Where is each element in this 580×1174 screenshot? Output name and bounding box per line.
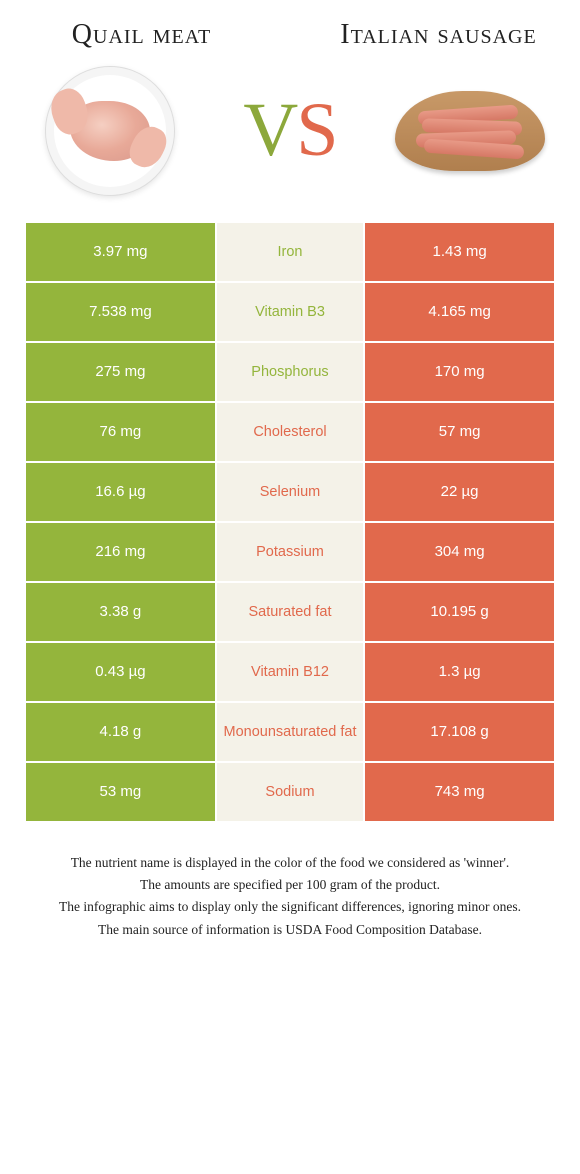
nutrient-name: Vitamin B3: [216, 282, 364, 342]
titles-row: Quail meat Italian sausage: [20, 20, 560, 51]
value-right: 1.3 µg: [364, 642, 555, 702]
value-left: 216 mg: [25, 522, 216, 582]
nutrient-name: Cholesterol: [216, 402, 364, 462]
value-right: 17.108 g: [364, 702, 555, 762]
title-left: Quail meat: [20, 20, 263, 51]
vs-v: V: [243, 88, 296, 172]
value-right: 10.195 g: [364, 582, 555, 642]
footnote-line: The infographic aims to display only the…: [30, 897, 550, 917]
value-left: 7.538 mg: [25, 282, 216, 342]
value-left: 76 mg: [25, 402, 216, 462]
value-left: 0.43 µg: [25, 642, 216, 702]
table-row: 275 mgPhosphorus170 mg: [25, 342, 555, 402]
value-left: 3.38 g: [25, 582, 216, 642]
footnote-line: The nutrient name is displayed in the co…: [30, 853, 550, 873]
footnote-line: The amounts are specified per 100 gram o…: [30, 875, 550, 895]
value-right: 22 µg: [364, 462, 555, 522]
nutrient-name: Monounsaturated fat: [216, 702, 364, 762]
value-right: 4.165 mg: [364, 282, 555, 342]
table-row: 76 mgCholesterol57 mg: [25, 402, 555, 462]
nutrient-table: 3.97 mgIron1.43 mg7.538 mgVitamin B34.16…: [24, 221, 556, 823]
value-right: 1.43 mg: [364, 222, 555, 282]
nutrient-name: Vitamin B12: [216, 642, 364, 702]
hero-row: VS: [20, 71, 560, 191]
nutrient-name: Selenium: [216, 462, 364, 522]
nutrient-name: Sodium: [216, 762, 364, 822]
footnote-line: The main source of information is USDA F…: [30, 920, 550, 940]
value-left: 53 mg: [25, 762, 216, 822]
table-row: 7.538 mgVitamin B34.165 mg: [25, 282, 555, 342]
value-right: 170 mg: [364, 342, 555, 402]
title-right: Italian sausage: [317, 20, 560, 51]
value-left: 3.97 mg: [25, 222, 216, 282]
table-row: 216 mgPotassium304 mg: [25, 522, 555, 582]
value-left: 4.18 g: [25, 702, 216, 762]
value-right: 304 mg: [364, 522, 555, 582]
value-right: 743 mg: [364, 762, 555, 822]
table-row: 53 mgSodium743 mg: [25, 762, 555, 822]
quail-image: [30, 71, 190, 191]
table-row: 3.97 mgIron1.43 mg: [25, 222, 555, 282]
footnotes: The nutrient name is displayed in the co…: [20, 853, 560, 940]
table-row: 16.6 µgSelenium22 µg: [25, 462, 555, 522]
table-row: 4.18 gMonounsaturated fat17.108 g: [25, 702, 555, 762]
nutrient-name: Phosphorus: [216, 342, 364, 402]
vs-label: VS: [243, 87, 336, 174]
vs-s: S: [296, 88, 336, 172]
nutrient-name: Iron: [216, 222, 364, 282]
value-right: 57 mg: [364, 402, 555, 462]
sausage-image: [390, 71, 550, 191]
value-left: 16.6 µg: [25, 462, 216, 522]
table-row: 0.43 µgVitamin B121.3 µg: [25, 642, 555, 702]
nutrient-name: Saturated fat: [216, 582, 364, 642]
value-left: 275 mg: [25, 342, 216, 402]
table-row: 3.38 gSaturated fat10.195 g: [25, 582, 555, 642]
nutrient-name: Potassium: [216, 522, 364, 582]
